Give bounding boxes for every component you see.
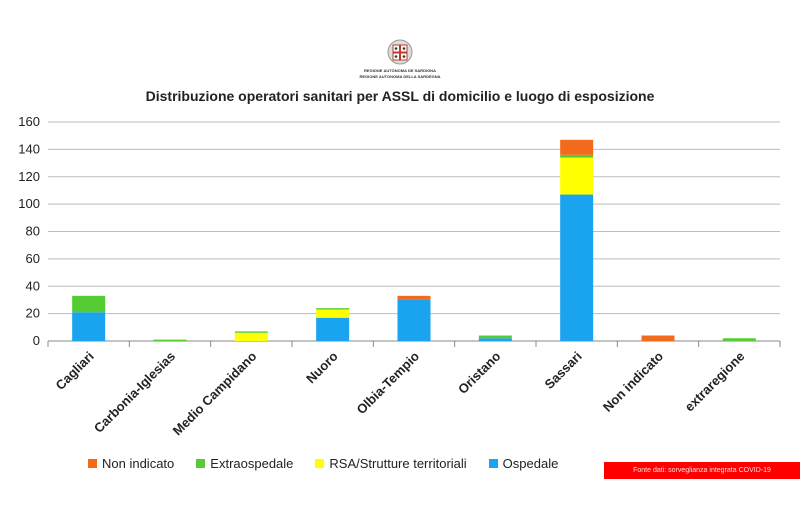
logo-text-2: REGIONE AUTONOMA DELLA SARDEGNA [359, 74, 440, 79]
chart-title: Distribuzione operatori sanitari per ASS… [145, 88, 655, 104]
x-tick-label: Nuoro [303, 348, 341, 386]
y-tick-label: 80 [26, 224, 40, 239]
bar-segment [478, 338, 512, 341]
x-tick-label: Cagliari [52, 349, 96, 393]
bar-segment [478, 335, 512, 339]
y-tick-label: 0 [33, 333, 40, 348]
bar-segment [641, 335, 675, 341]
bar-segment [316, 317, 350, 341]
x-tick-label: Olbia-Tempio [353, 348, 422, 417]
bars [72, 139, 756, 341]
logo-text-1: REGIONE AUTÒNOMA DE SARDIGNA [364, 68, 436, 73]
bar-segment [234, 331, 268, 333]
y-tick-label: 120 [18, 169, 40, 184]
legend-label: Ospedale [502, 456, 559, 471]
legend-label: Non indicato [102, 456, 175, 471]
legend: Non indicato Extraospedale RSA/Strutture t… [88, 456, 558, 471]
y-tick-label: 20 [26, 306, 40, 321]
y-tick-label: 40 [26, 278, 40, 293]
stacked-bar-chart: 0 20 40 60 80 100 120 140 160 CagliariCarbonia-I… [18, 114, 781, 438]
x-tick-label: Oristano [455, 348, 503, 396]
x-tick-label: Carbonia-Iglesias [91, 349, 178, 436]
source-note: Fonte dati: sorveglianza integrata COVID… [604, 462, 800, 479]
x-tick-label: Non indicato [600, 348, 666, 414]
legend-item: Extraospedale [196, 456, 293, 471]
bar-segment [560, 194, 594, 341]
bar-segment [397, 299, 431, 341]
bar-segment [397, 295, 431, 300]
legend-item: Ospedale [488, 456, 559, 471]
bar-segment [560, 139, 594, 155]
legend-label: Extraospedale [210, 456, 294, 471]
legend-item: RSA/Strutture territoriali [315, 456, 467, 471]
legend-swatch [88, 459, 97, 468]
legend-label: RSA/Strutture territoriali [329, 456, 467, 471]
x-tick-label: Sassari [541, 349, 584, 392]
y-tick-label: 60 [26, 251, 40, 266]
bar-segment [153, 339, 187, 341]
legend-swatch [196, 459, 206, 468]
bar-segment [316, 308, 350, 310]
legend-swatch [488, 459, 498, 468]
bar-segment [72, 295, 106, 313]
y-tick-label: 160 [18, 114, 40, 129]
bar-segment [722, 338, 756, 341]
bar-segment [72, 312, 106, 341]
region-logo: REGIONE AUTÒNOMA DE SARDIGNA REGIONE AUT… [359, 39, 441, 79]
y-axis: 0 20 40 60 80 100 120 140 160 [18, 114, 40, 348]
bar-segment [560, 154, 594, 158]
y-tick-label: 100 [18, 196, 40, 211]
legend-swatch [315, 459, 325, 468]
x-tick-label: extraregione [682, 349, 748, 415]
coat-of-arms-icon [387, 39, 413, 65]
bar-segment [560, 157, 594, 195]
y-tick-label: 140 [18, 141, 40, 156]
bar-segment [234, 332, 268, 341]
bar-segment [316, 309, 350, 318]
legend-item: Non indicato [88, 456, 174, 471]
x-tick-label: Medio Campidano [170, 348, 260, 438]
